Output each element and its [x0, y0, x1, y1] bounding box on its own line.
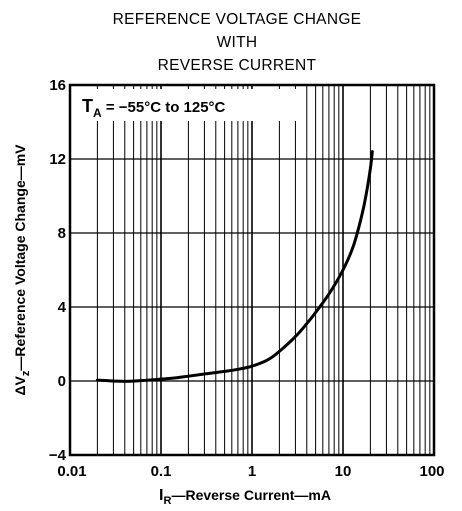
y-tick-label: 4: [58, 299, 67, 316]
annotation-background: [76, 89, 298, 121]
y-tick-label: 12: [49, 151, 66, 168]
x-tick-labels: 0.01 0.1 1 10 100: [57, 463, 444, 480]
annotation: TA = −55°C to 125°C: [76, 89, 298, 121]
y-tick-labels: −4 0 4 8 12 16: [49, 77, 67, 464]
x-tick-label: 1: [248, 463, 256, 480]
x-tick-label: 100: [419, 463, 444, 480]
y-tick-label: 0: [58, 373, 66, 390]
x-tick-label: 0.01: [57, 463, 86, 480]
plot-frame: [68, 83, 436, 457]
chart-title: REFERENCE VOLTAGE CHANGE WITH REVERSE CURR…: [113, 11, 362, 74]
chart-title-line-1: REFERENCE VOLTAGE CHANGE: [113, 11, 362, 28]
x-tick-label: 0.1: [151, 463, 172, 480]
y-tick-label: −4: [49, 447, 67, 464]
x-axis-label: IR—Reverse Current—mA: [159, 487, 331, 507]
y-axis-label: ΔVz—Reference Voltage Change—mV: [12, 144, 32, 396]
grid: [69, 84, 435, 456]
y-axis-title: ΔVz—Reference Voltage Change—mV: [12, 144, 32, 396]
plot-border: [68, 83, 436, 457]
x-axis-title: IR—Reverse Current—mA: [159, 487, 331, 507]
y-tick-label: 8: [58, 225, 66, 242]
chart-title-line-2: WITH: [217, 34, 258, 51]
series-group: [95, 150, 374, 383]
x-tick-label: 10: [335, 463, 352, 480]
chart-title-line-3: REVERSE CURRENT: [158, 57, 317, 74]
series-line-0: [95, 150, 374, 383]
temperature-range-annotation: TA = −55°C to 125°C: [82, 96, 226, 120]
y-tick-label: 16: [49, 77, 66, 94]
